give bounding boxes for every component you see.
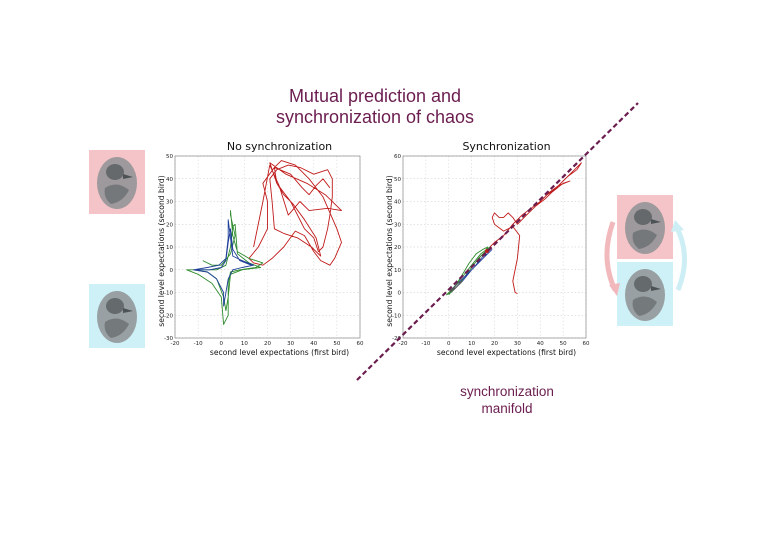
cycle-arrows-icon: [604, 221, 618, 292]
y-tick-label: -10: [164, 291, 173, 297]
bird-body-shape: [632, 229, 657, 249]
cycle-arrow-up: [673, 224, 688, 291]
bird-head-shape: [106, 164, 124, 180]
bird-beak-shape: [123, 308, 133, 313]
y-tick-label: 10: [394, 268, 401, 274]
series-line-blue: [450, 248, 493, 291]
manifold-label-line-2: manifold: [481, 401, 533, 416]
y-tick-label: 40: [394, 200, 401, 206]
y-tick-label: -10: [392, 313, 401, 319]
arrow-head-up: [671, 220, 684, 232]
y-axis-label: second level expectations (second bird): [157, 175, 166, 326]
x-tick-label: 0: [220, 341, 224, 347]
y-tick-label: 50: [394, 177, 401, 183]
bird-right-top: [617, 195, 673, 259]
y-tick-label: 50: [166, 154, 173, 160]
x-tick-label: 20: [491, 341, 498, 347]
series-line-red: [248, 160, 342, 266]
y-tick-label: 20: [166, 222, 173, 228]
bird-head-shape: [634, 276, 652, 292]
y-tick-label: 20: [394, 245, 401, 251]
x-axis-label: second level expectations (first bird): [210, 348, 349, 357]
bird-body-shape: [104, 318, 129, 338]
bird-portraits: [89, 150, 688, 348]
y-tick-label: 0: [170, 268, 174, 274]
synchronization-manifold: [356, 102, 639, 381]
chart-synchronization: -20 -10 0 10 20 30 40 50 60 -20 -10 0 10 20 30 40 50 60 Sy…: [385, 140, 590, 357]
y-tick-label: -30: [164, 336, 173, 342]
bird-beak-shape: [651, 286, 661, 291]
bird-left-bottom: [89, 284, 145, 348]
y-tick-label: 40: [166, 177, 173, 183]
bird-head-shape: [106, 298, 124, 314]
bird-head-shape: [634, 209, 652, 225]
x-tick-label: 20: [264, 341, 271, 347]
x-tick-label: 60: [357, 341, 364, 347]
x-tick-label: 30: [514, 341, 521, 347]
chart-title: Synchronization: [462, 140, 550, 153]
manifold-diagonal-line: [356, 102, 639, 381]
series-line-blue: [193, 219, 255, 307]
y-tick-label: 10: [166, 245, 173, 251]
x-tick-label: 40: [310, 341, 317, 347]
x-tick-label: 30: [287, 341, 294, 347]
x-tick-label: -10: [421, 341, 430, 347]
plot-frame: [174, 155, 361, 339]
x-tick-label: 50: [560, 341, 567, 347]
manifold-label-line-1: synchronization: [460, 384, 554, 399]
arrow-head-down: [609, 283, 620, 296]
slide-title: Mutual prediction and synchronization of…: [200, 86, 550, 128]
manifold-label: synchronization manifold: [412, 383, 602, 417]
x-tick-label: 60: [583, 341, 590, 347]
x-tick-label: 10: [468, 341, 475, 347]
series-line-green: [186, 210, 264, 325]
bird-beak-shape: [651, 219, 661, 224]
y-tick-label: 30: [394, 222, 401, 228]
x-axis-label: second level expectations (first bird): [437, 348, 576, 357]
series-line-gray: [448, 280, 463, 293]
y-tick-label: 60: [394, 154, 401, 160]
title-line-1: Mutual prediction and: [288, 86, 462, 106]
y-tick-label: -20: [164, 313, 173, 319]
chart-title: No synchronization: [227, 140, 332, 153]
x-tick-label: 10: [241, 341, 248, 347]
bird-body-shape: [632, 296, 657, 316]
x-tick-label: -20: [171, 341, 180, 347]
bird-right-bottom: [617, 262, 673, 326]
y-tick-label: 0: [398, 291, 402, 297]
x-tick-label: 0: [447, 341, 451, 347]
bird-left-top: [89, 150, 145, 214]
title-line-2: synchronization of chaos: [275, 107, 475, 127]
x-tick-label: -10: [194, 341, 203, 347]
x-tick-label: -20: [399, 341, 408, 347]
y-tick-label: 30: [166, 200, 173, 206]
bird-body-shape: [104, 184, 129, 204]
y-tick-label: -20: [392, 336, 401, 342]
x-tick-label: 40: [537, 341, 544, 347]
x-tick-label: 50: [333, 341, 340, 347]
plot-frame: [402, 155, 587, 339]
bird-beak-shape: [123, 174, 133, 179]
y-axis-label: second level expectations (second bird): [385, 175, 394, 326]
series-line-red: [478, 162, 582, 295]
